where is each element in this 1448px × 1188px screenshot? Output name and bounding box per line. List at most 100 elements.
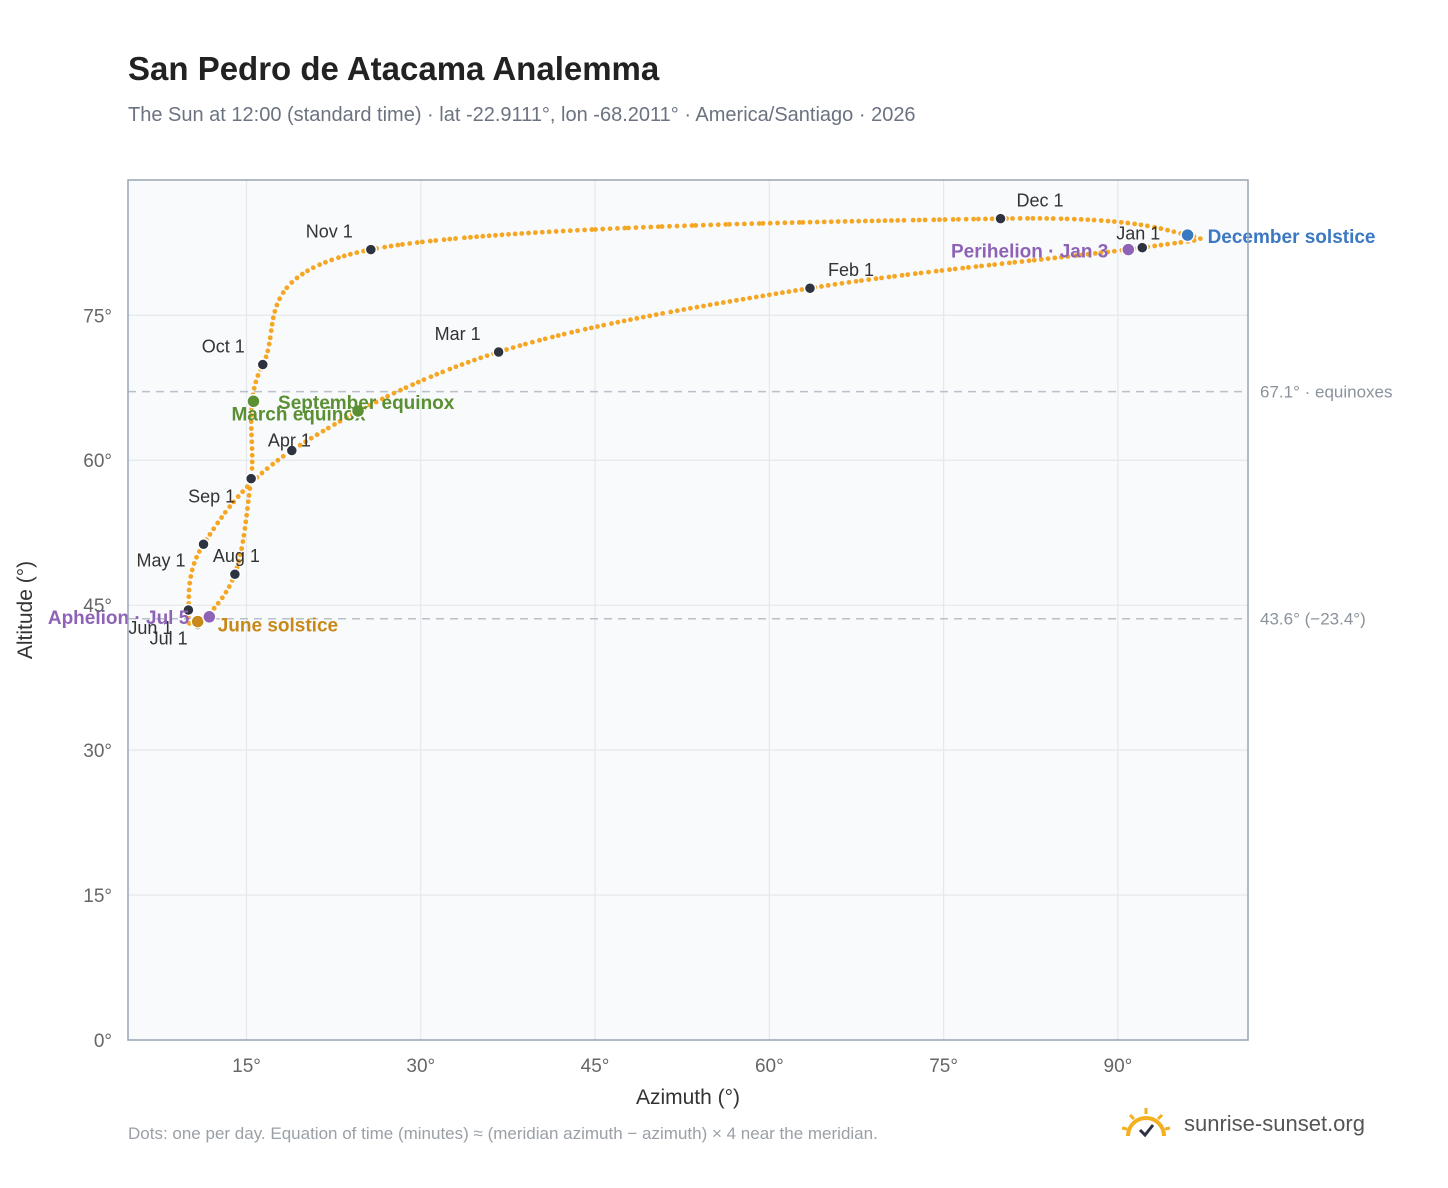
daily-dot [714,301,720,307]
daily-dot [674,308,680,314]
daily-dot [427,238,433,244]
event-label: Perihelion · Jan 3 [951,242,1108,263]
daily-dot [391,390,397,396]
daily-dot [640,224,646,230]
x-tick-label: 30° [406,1056,435,1077]
daily-dot [433,238,439,243]
daily-dot [227,504,233,510]
month-label: Apr 1 [268,431,311,451]
daily-dot [560,228,566,234]
daily-dot [517,343,523,349]
daily-dot [600,226,606,232]
daily-dot [415,379,421,385]
daily-dot [879,275,884,281]
daily-dot [289,280,295,285]
daily-dot [766,292,772,298]
axis-ticks: 15° 30° 45° 60° 75° 90° 0° 15° 30° 45° 60° 75° [83,306,1132,1077]
daily-dot [347,251,353,257]
daily-dot [305,268,310,274]
daily-dot [1165,241,1170,247]
daily-dot [615,225,620,231]
daily-dot [207,531,213,537]
month-marker [994,212,1007,225]
daily-dot [277,296,283,302]
daily-dot [246,493,252,498]
daily-dot [999,261,1005,267]
daily-dot [866,277,872,283]
daily-dot [186,587,192,593]
daily-dot [284,285,290,291]
month-label: Oct 1 [202,337,245,357]
y-tick-label: 0° [94,1031,112,1052]
daily-dot [1172,240,1178,246]
daily-dot [655,224,661,230]
plot-frame [127,179,1249,1041]
daily-dot [667,223,672,229]
month-marker [182,603,195,617]
daily-dot [248,412,254,418]
daily-dot [506,231,511,237]
daily-dot [336,255,341,261]
month-marker [197,538,210,551]
month-marker [285,444,299,457]
daily-dot [1152,243,1158,249]
month-marker [492,345,505,359]
daily-dot [472,357,477,363]
daily-dot [593,226,598,232]
daily-dot [856,218,862,224]
daily-dot [419,239,425,245]
daily-dot [933,268,939,274]
daily-dot [862,218,868,224]
daily-dot [682,223,687,229]
brand[interactable]: sunrise-sunset.org [1120,1104,1365,1144]
daily-dot [849,218,855,224]
daily-dot [270,315,276,321]
daily-dot [873,276,879,282]
daily-dot [215,600,221,606]
daily-dot [727,299,733,304]
event-marker [1180,227,1195,243]
daily-dot [320,428,326,434]
x-tick-label: 90° [1104,1056,1133,1077]
daily-dot [707,302,713,308]
daily-dot [236,558,242,564]
daily-dot [478,355,484,361]
daily-dot [1030,215,1036,221]
daily-dot [892,273,897,279]
daily-dot [814,219,820,225]
daily-dot [1144,223,1150,229]
daily-dot [242,526,248,531]
daily-dot [211,605,217,611]
daily-dot [918,270,924,276]
daily-dot [523,341,528,347]
daily-dot [269,321,275,327]
daily-dot [537,337,542,343]
daily-dot [859,278,864,284]
y-tick-label: 30° [83,741,112,762]
daily-dot [749,221,755,227]
daily-dot [569,329,575,335]
month-label: Jan 1 [1116,224,1160,244]
daily-dot [1105,218,1111,224]
daily-dot [1026,258,1032,264]
month-marker [228,567,242,581]
daily-dot [253,379,259,385]
daily-dot [325,425,331,431]
brand-name: sunrise-sunset.org [1184,1111,1365,1136]
daily-dot [869,218,875,224]
daily-dot [681,307,687,312]
daily-dot [191,561,197,566]
daily-dot [835,219,841,224]
daily-dot [912,271,918,277]
daily-dot [926,269,931,275]
daily-dot [628,317,633,323]
daily-dot [532,230,538,236]
daily-dot [793,288,798,293]
daily-dot [237,552,243,558]
daily-dot [303,439,309,445]
daily-dot [674,223,680,229]
daily-dot [588,325,594,331]
reference-line-label: 67.1° · equinoxes [1260,383,1393,402]
daily-dot [275,457,281,463]
